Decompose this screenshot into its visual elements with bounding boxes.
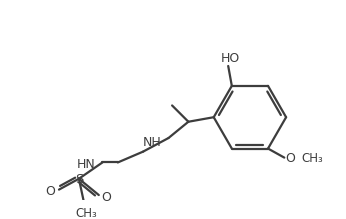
Text: NH: NH [143, 136, 161, 149]
Text: S: S [76, 173, 84, 186]
Text: O: O [101, 191, 111, 204]
Text: O: O [45, 185, 55, 198]
Text: HN: HN [76, 158, 95, 171]
Text: CH₃: CH₃ [75, 207, 97, 219]
Text: CH₃: CH₃ [301, 152, 323, 165]
Text: HO: HO [220, 52, 240, 65]
Text: O: O [285, 152, 295, 165]
